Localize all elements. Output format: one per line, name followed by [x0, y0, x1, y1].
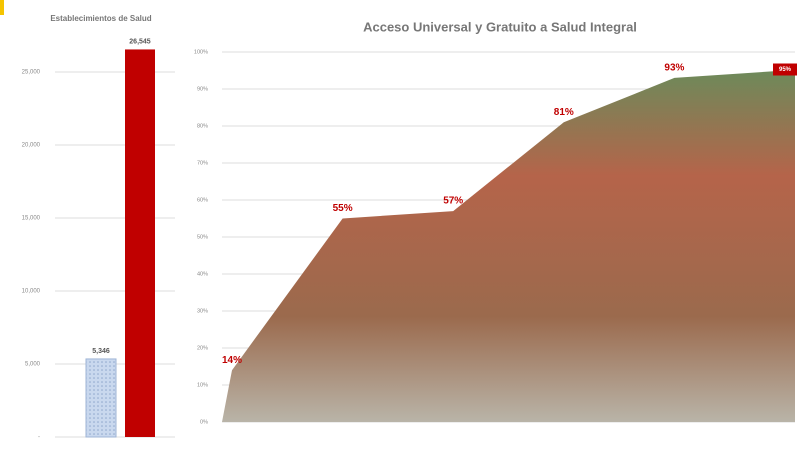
- bar: [125, 49, 155, 438]
- y-tick-label: 90%: [197, 86, 208, 92]
- data-label: 57%: [443, 196, 463, 207]
- data-label: 5,346: [92, 348, 110, 355]
- label-box: [773, 63, 797, 76]
- y-tick-label: 10%: [197, 382, 208, 388]
- y-tick-label: 0%: [200, 419, 208, 425]
- y-tick-label: 20%: [197, 345, 208, 351]
- y-tick-label: 80%: [197, 123, 208, 129]
- y-tick-label: 5,000: [25, 362, 41, 368]
- data-label: 26,545: [129, 38, 151, 45]
- y-tick-label: 25,000: [22, 70, 41, 76]
- y-tick-label: 30%: [197, 308, 208, 314]
- data-label: 14%: [222, 355, 242, 366]
- area: [222, 70, 795, 422]
- bar: [85, 358, 117, 438]
- y-tick-label: 70%: [197, 160, 208, 166]
- y-tick-label: 15,000: [22, 216, 41, 222]
- accent: [0, 0, 4, 15]
- y-tick-label: 20,000: [22, 143, 41, 149]
- data-label: 95%: [779, 67, 792, 73]
- y-tick-label: 10,000: [22, 289, 41, 295]
- y-tick-label: 60%: [197, 197, 208, 203]
- data-label: 55%: [333, 203, 353, 214]
- y-tick-label: -: [38, 435, 40, 441]
- data-label: 93%: [664, 63, 684, 74]
- y-tick-label: 50%: [197, 234, 208, 240]
- chart-title: Establecimientos de Salud: [50, 14, 151, 23]
- y-tick-label: 40%: [197, 271, 208, 277]
- y-tick-label: 100%: [194, 49, 208, 55]
- chart-title: Acceso Universal y Gratuito a Salud Inte…: [363, 19, 637, 34]
- data-label: 81%: [554, 107, 574, 118]
